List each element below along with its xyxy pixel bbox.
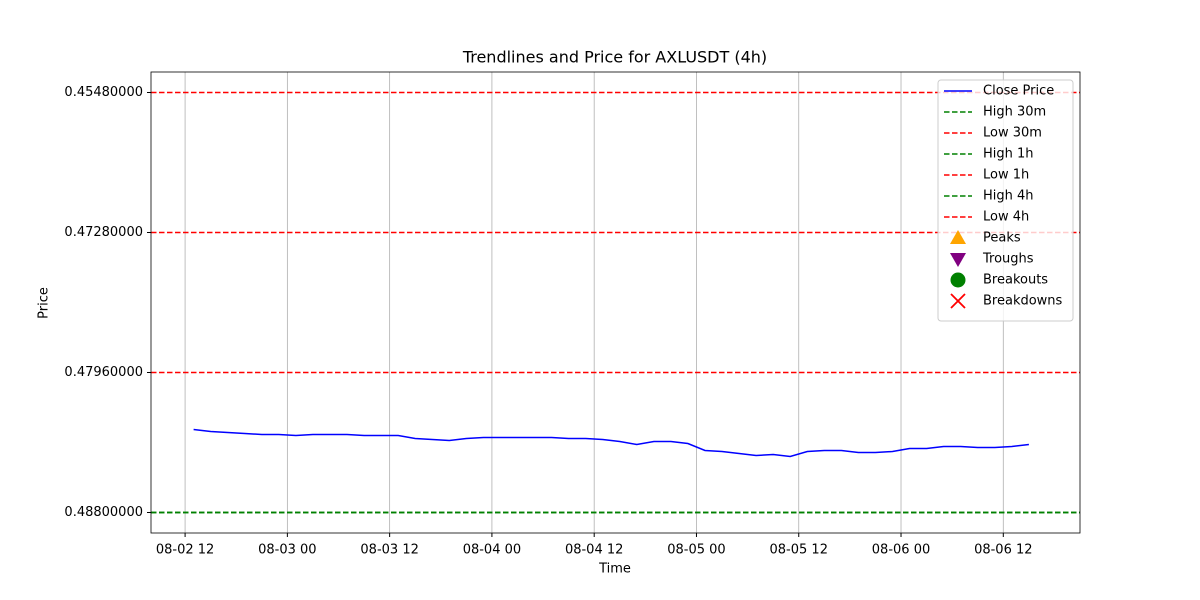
- legend-swatch: [950, 230, 966, 244]
- price-line: [193, 428, 1029, 458]
- x-tick-label: 08-04 00: [463, 543, 521, 558]
- y-tick-label: 0.47960000: [64, 365, 143, 380]
- legend-swatch: [950, 253, 966, 267]
- y-tick-label: 0.45480000: [64, 85, 143, 100]
- legend-label: Breakouts: [983, 273, 1048, 288]
- legend-label: Low 4h: [983, 210, 1029, 225]
- x-axis-label: Time: [598, 562, 631, 577]
- legend-label: Close Price: [983, 84, 1054, 99]
- x-tick-label: 08-03 00: [258, 543, 316, 558]
- legend-label: Troughs: [982, 252, 1034, 267]
- legend-swatch: [950, 272, 966, 288]
- legend-label: Breakdowns: [983, 294, 1063, 309]
- y-tick-label: 0.47280000: [64, 225, 143, 240]
- x-tick-label: 08-05 00: [667, 543, 725, 558]
- legend-label: High 30m: [983, 105, 1046, 120]
- legend-swatch: [950, 293, 966, 309]
- chart-title: Trendlines and Price for AXLUSDT (4h): [462, 48, 767, 67]
- legend-box: [937, 79, 1074, 322]
- x-tick-label: 08-06 00: [872, 543, 930, 558]
- legend-label: Low 30m: [983, 126, 1042, 141]
- x-tick-label: 08-03 12: [360, 543, 418, 558]
- legend-label: Low 1h: [983, 168, 1029, 183]
- x-tick-label: 08-05 12: [770, 543, 828, 558]
- legend-label: High 4h: [983, 189, 1034, 204]
- x-tick-label: 08-04 12: [565, 543, 623, 558]
- legend-label: High 1h: [983, 147, 1034, 162]
- x-tick-label: 08-02 12: [156, 543, 214, 558]
- y-axis-label: Price: [37, 287, 52, 319]
- plot-frame: [150, 71, 1081, 534]
- legend-label: Peaks: [983, 231, 1021, 246]
- x-tick-label: 08-06 12: [974, 543, 1032, 558]
- y-tick-label: 0.48800000: [64, 505, 143, 520]
- legend: Close Price High 30m Low 30m High 1h Low 1h H…: [937, 79, 1074, 322]
